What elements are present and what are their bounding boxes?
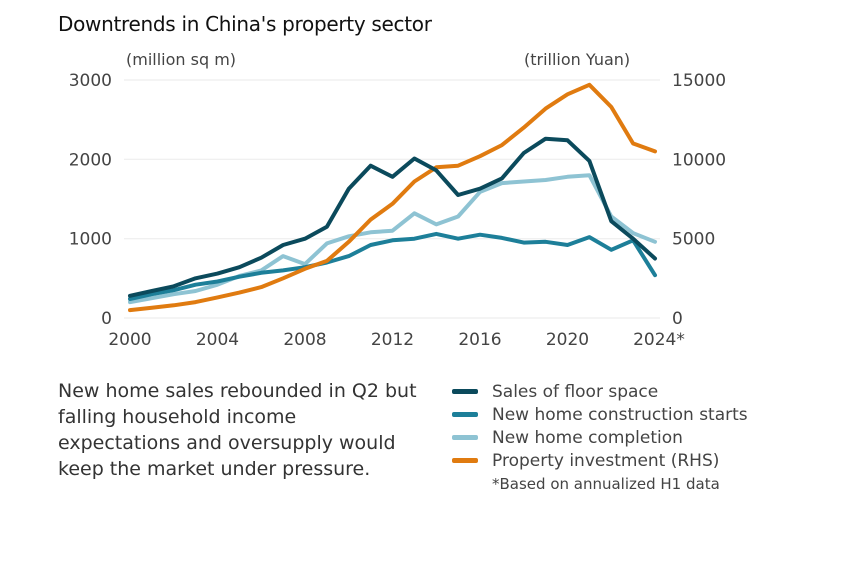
- legend-swatch: [452, 435, 478, 440]
- legend-swatch: [452, 412, 478, 417]
- y-left-tick-label: 1000: [69, 230, 112, 250]
- y-right-tick-label: 0: [672, 309, 683, 329]
- legend: Sales of floor space New home constructi…: [452, 380, 748, 496]
- right-axis-unit: (trillion Yuan): [524, 50, 631, 69]
- y-right-tick-label: 15000: [672, 71, 726, 91]
- x-tick-label: 2024*: [633, 330, 685, 350]
- x-tick-label: 2020: [546, 330, 589, 350]
- legend-item-starts: New home construction starts: [452, 403, 748, 426]
- legend-item-sales: Sales of floor space: [452, 380, 748, 403]
- x-tick-label: 2000: [108, 330, 151, 350]
- y-left-tick-label: 2000: [69, 150, 112, 170]
- legend-label: New home completion: [492, 427, 683, 448]
- series-line-property-investment-rhs: [128, 82, 657, 313]
- y-left-tick-label: 0: [101, 309, 112, 329]
- series-line-new-home-construction-starts: [128, 231, 657, 301]
- chart-title: Downtrends in China's property sector: [58, 12, 432, 36]
- series-line-new-home-completion: [128, 173, 657, 305]
- legend-item-completion: New home completion: [452, 426, 748, 449]
- x-tick-label: 2004: [196, 330, 239, 350]
- legend-label: Property investment (RHS): [492, 450, 720, 471]
- x-tick-label: 2016: [458, 330, 501, 350]
- series-line-sales-of-floor-space: [128, 136, 657, 298]
- commentary-text: New home sales rebounded in Q2 but falli…: [58, 380, 417, 480]
- x-tick-label: 2012: [371, 330, 414, 350]
- y-right-tick-label: 10000: [672, 150, 726, 170]
- legend-label: New home construction starts: [492, 404, 748, 425]
- left-axis-unit: (million sq m): [126, 50, 237, 69]
- y-left-tick-label: 3000: [69, 71, 112, 91]
- legend-item-investment: Property investment (RHS): [452, 449, 748, 472]
- legend-swatch: [452, 458, 478, 463]
- footnote: *Based on annualized H1 data: [492, 475, 720, 493]
- x-tick-label: 2008: [283, 330, 326, 350]
- legend-label: Sales of floor space: [492, 381, 659, 402]
- legend-swatch: [452, 389, 478, 394]
- y-right-tick-label: 5000: [672, 230, 715, 250]
